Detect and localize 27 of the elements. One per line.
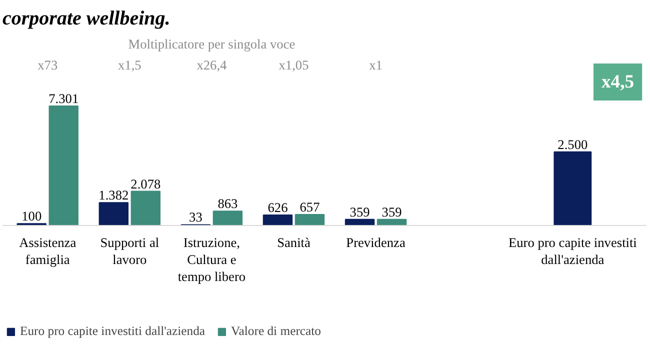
text: x1,5 xyxy=(118,58,142,73)
data-label: 2.078 xyxy=(130,176,161,192)
data-label: 863 xyxy=(218,196,238,212)
text: x73 xyxy=(38,58,58,73)
x-tick-label: Assistenza famiglia xyxy=(19,235,76,268)
text: x1 xyxy=(369,58,382,73)
text: Moltiplicatore per singola voce xyxy=(128,36,296,52)
x-tick-label: Istruzione, Cultura e tempo libero xyxy=(178,235,246,284)
data-label: 7.301 xyxy=(48,91,79,106)
x-tick-label: Euro pro capite investiti dall'azienda xyxy=(508,235,638,268)
legend-label: Euro pro capite investiti dall'azienda xyxy=(20,324,206,339)
x-tick-label: Previdenza xyxy=(346,235,406,250)
legend-label: Valore di mercato xyxy=(231,324,321,339)
text: x1,05 xyxy=(278,58,310,73)
data-label: 2.500 xyxy=(558,136,588,152)
text: x26,4 xyxy=(196,58,228,73)
data-label: 1.382 xyxy=(98,188,129,203)
x-tick-label: Supporti al lavoro xyxy=(100,235,160,268)
data-label: 33 xyxy=(189,210,203,225)
data-label: 359 xyxy=(350,204,370,220)
chart-title: corporate wellbeing. xyxy=(2,8,170,30)
data-label: 359 xyxy=(382,204,402,220)
data-label: 100 xyxy=(22,208,42,224)
x-tick-label: Sanità xyxy=(277,235,310,250)
text: x4,5 xyxy=(601,72,634,93)
data-label: 657 xyxy=(300,200,320,215)
data-label: 626 xyxy=(268,200,288,216)
